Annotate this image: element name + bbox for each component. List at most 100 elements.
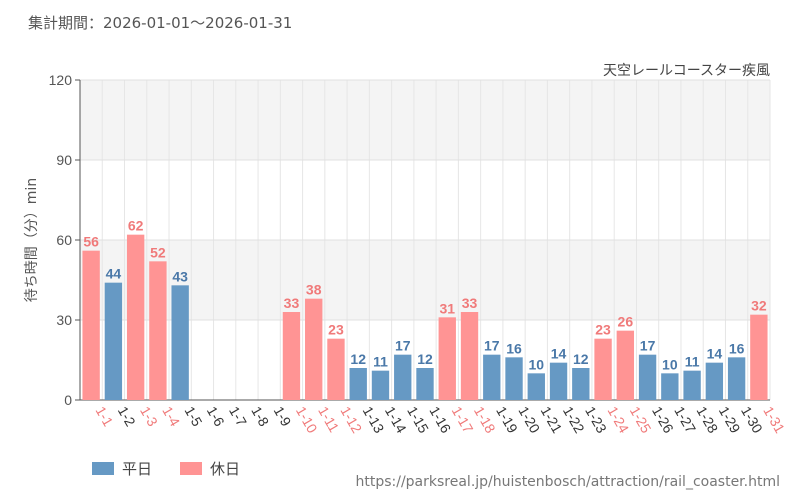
bar [572, 368, 590, 400]
bar [438, 317, 456, 400]
x-tick-label: 1-11 [315, 404, 342, 436]
y-tick-label: 60 [56, 232, 72, 248]
data-label: 14 [707, 346, 723, 362]
x-tick-label: 1-19 [493, 404, 521, 436]
x-tick-label: 1-28 [693, 404, 721, 436]
x-tick-label: 1-31 [760, 404, 788, 436]
x-tick-label: 1-12 [337, 404, 365, 436]
data-label: 14 [551, 346, 567, 362]
bar [616, 330, 635, 400]
y-axis-title: 待ち時間（分）min [24, 178, 40, 302]
x-tick-label: 1-14 [382, 404, 410, 436]
legend-item-holiday[interactable]: 休日 [180, 458, 240, 479]
data-label: 17 [640, 338, 656, 354]
y-tick-label: 90 [56, 152, 72, 168]
x-tick-label: 1-1 [93, 404, 117, 430]
data-label: 26 [618, 314, 634, 330]
legend-swatch-holiday [180, 462, 203, 475]
x-tick-label: 1-13 [360, 404, 388, 436]
bar [394, 354, 412, 400]
plot-band [80, 80, 770, 160]
source-url[interactable]: https://parksreal.jp/huistenbosch/attrac… [355, 474, 780, 490]
bar [349, 368, 367, 400]
bar [727, 357, 746, 400]
bar [750, 314, 768, 400]
data-label: 17 [484, 338, 500, 354]
bar [126, 234, 145, 400]
x-tick-label: 1-3 [137, 404, 161, 430]
bar [483, 354, 501, 400]
bar [460, 312, 479, 400]
bar [305, 298, 323, 400]
y-tick-label: 30 [56, 312, 72, 328]
legend-swatch-weekday [92, 462, 114, 475]
period-label: 集計期間：2026-01-01〜2026-01-31 [28, 14, 293, 32]
x-tick-label: 1-2 [115, 404, 139, 430]
data-label: 62 [128, 218, 144, 234]
x-tick-label: 1-20 [515, 404, 543, 436]
chart-title: 天空レールコースター疾風 [602, 63, 770, 79]
bar [549, 362, 568, 400]
bar [104, 282, 123, 400]
data-label: 33 [284, 295, 300, 311]
bar [594, 338, 612, 400]
data-label: 10 [662, 356, 678, 372]
x-tick-label: 1-26 [649, 404, 677, 436]
bar [171, 285, 189, 400]
bar [505, 357, 523, 400]
legend: 平日 休日 [92, 458, 240, 479]
data-label: 56 [83, 234, 99, 250]
y-tick-label: 0 [64, 392, 72, 408]
x-tick-label: 1-6 [204, 404, 228, 430]
data-label: 16 [506, 340, 522, 356]
x-tick-label: 1-23 [582, 404, 610, 436]
bar [661, 373, 679, 400]
y-tick-label: 120 [49, 72, 73, 88]
bar [82, 250, 100, 400]
x-tick-label: 1-27 [671, 404, 699, 436]
data-label: 11 [685, 354, 700, 370]
data-label: 43 [172, 268, 188, 284]
bar [149, 261, 167, 400]
x-tick-label: 1-30 [738, 404, 766, 436]
x-tick-label: 1-9 [271, 404, 295, 430]
bar [683, 370, 701, 400]
x-tick-label: 1-24 [604, 404, 632, 436]
data-label: 16 [729, 340, 745, 356]
x-tick-label: 1-22 [560, 404, 588, 436]
data-label: 23 [328, 322, 344, 338]
x-tick-label: 1-5 [182, 404, 206, 430]
x-tick-label: 1-7 [226, 404, 250, 430]
data-label: 44 [106, 266, 122, 282]
x-tick-label: 1-29 [716, 404, 744, 436]
data-label: 32 [751, 298, 767, 314]
data-label: 23 [595, 322, 611, 338]
data-label: 11 [373, 354, 388, 370]
bar [371, 370, 390, 400]
x-tick-label: 1-17 [449, 404, 477, 436]
data-label: 38 [306, 282, 322, 298]
x-tick-label: 1-15 [404, 404, 432, 436]
x-tick-label: 1-4 [159, 404, 183, 430]
bar [705, 362, 724, 400]
bar [638, 354, 657, 400]
bar [282, 312, 301, 400]
bar [327, 338, 345, 400]
data-label: 52 [150, 244, 166, 260]
bar [527, 373, 545, 400]
x-tick-label: 1-25 [627, 404, 655, 436]
bar [416, 368, 434, 400]
data-label: 33 [462, 295, 478, 311]
x-tick-label: 1-10 [293, 404, 321, 436]
x-tick-label: 1-8 [248, 404, 272, 430]
data-label: 31 [439, 300, 455, 316]
legend-label-holiday: 休日 [210, 460, 241, 478]
data-label: 12 [573, 351, 589, 367]
data-label: 17 [395, 338, 411, 354]
x-tick-label: 1-16 [426, 404, 454, 436]
legend-label-weekday: 平日 [122, 460, 153, 478]
legend-item-weekday[interactable]: 平日 [92, 458, 152, 479]
data-label: 12 [417, 351, 433, 367]
plot-band [80, 240, 770, 320]
